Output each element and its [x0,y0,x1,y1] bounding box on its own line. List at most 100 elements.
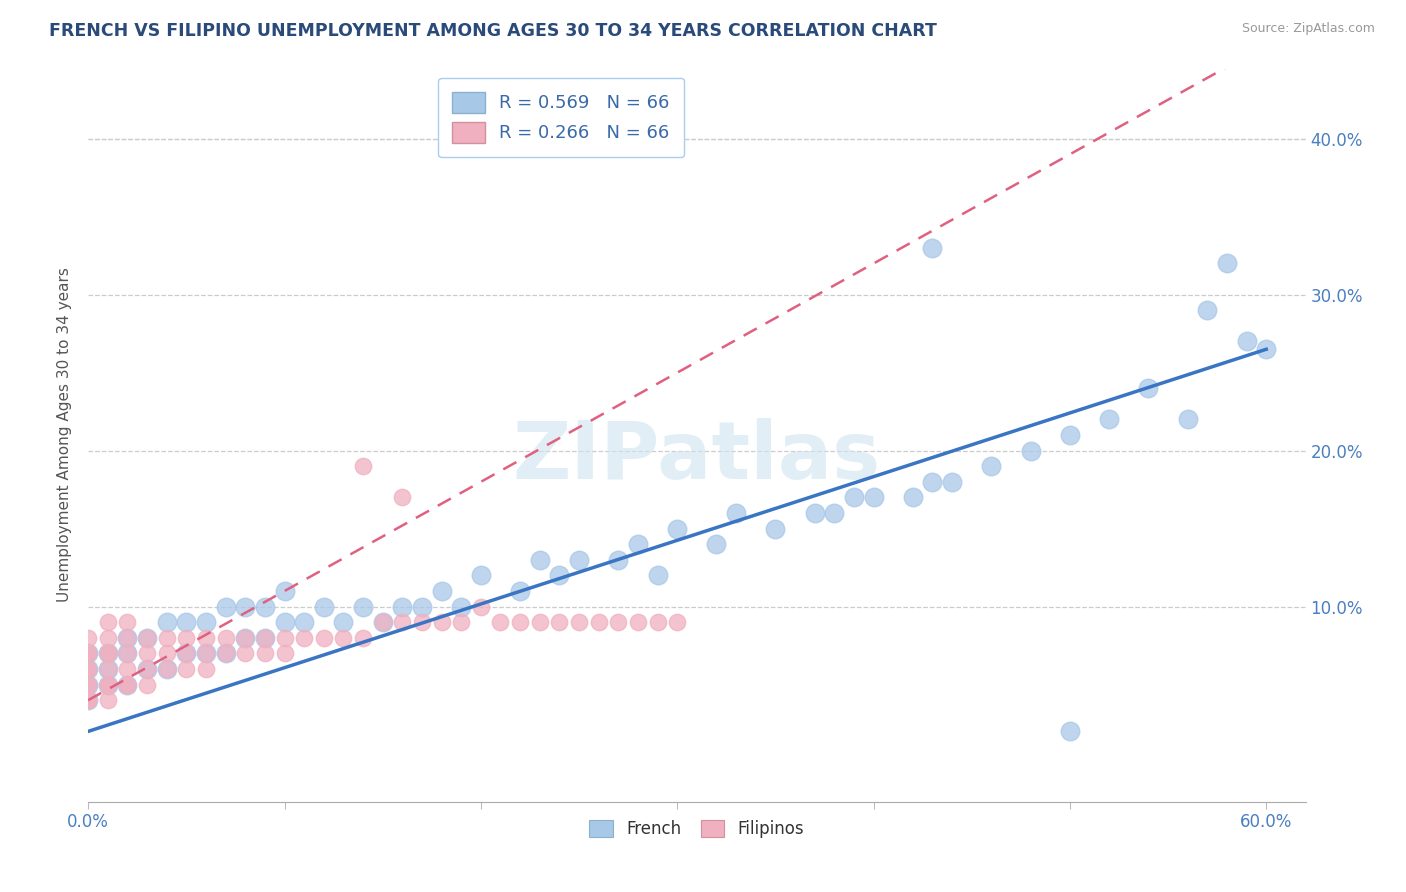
Point [411,599,433,614]
Point [292,615,315,630]
Point [921,241,943,255]
Point [176,647,198,661]
Point [194,631,217,645]
Point [1236,334,1258,349]
Point [371,615,394,630]
Point [194,647,217,661]
Point [430,615,453,630]
Point [156,662,179,676]
Point [117,677,139,691]
Point [470,599,492,614]
Point [117,647,139,661]
Point [253,631,276,645]
Point [97,677,120,691]
Point [77,647,100,661]
Point [233,631,256,645]
Point [273,631,295,645]
Point [97,677,120,691]
Point [862,491,884,505]
Point [1059,428,1081,442]
Point [253,631,276,645]
Point [312,599,335,614]
Point [117,647,139,661]
Point [77,677,100,691]
Point [214,599,236,614]
Point [156,647,179,661]
Point [430,584,453,599]
Point [77,677,100,691]
Point [548,615,571,630]
Point [97,615,120,630]
Point [77,647,100,661]
Point [548,568,571,582]
Point [77,662,100,676]
Point [273,615,295,630]
Point [312,631,335,645]
Point [214,631,236,645]
Point [332,615,354,630]
Point [194,615,217,630]
Point [568,553,591,567]
Legend: French, Filipinos: French, Filipinos [582,813,811,845]
Y-axis label: Unemployment Among Ages 30 to 34 years: Unemployment Among Ages 30 to 34 years [58,268,72,602]
Point [117,615,139,630]
Point [117,662,139,676]
Point [391,615,413,630]
Point [77,677,100,691]
Point [233,631,256,645]
Point [77,662,100,676]
Point [588,615,610,630]
Point [706,537,728,551]
Point [607,615,630,630]
Point [450,599,472,614]
Point [725,506,748,520]
Point [97,693,120,707]
Point [411,615,433,630]
Point [666,522,689,536]
Point [117,677,139,691]
Point [921,475,943,489]
Point [391,599,413,614]
Point [803,506,825,520]
Point [176,631,198,645]
Point [647,615,669,630]
Point [450,615,472,630]
Point [941,475,963,489]
Text: Source: ZipAtlas.com: Source: ZipAtlas.com [1241,22,1375,36]
Point [627,537,650,551]
Point [97,631,120,645]
Point [1197,303,1219,318]
Point [1059,724,1081,739]
Point [332,631,354,645]
Point [136,662,159,676]
Point [647,568,669,582]
Text: FRENCH VS FILIPINO UNEMPLOYMENT AMONG AGES 30 TO 34 YEARS CORRELATION CHART: FRENCH VS FILIPINO UNEMPLOYMENT AMONG AG… [49,22,936,40]
Point [136,631,159,645]
Point [980,459,1002,474]
Point [77,631,100,645]
Point [77,693,100,707]
Point [1256,343,1278,357]
Point [470,568,492,582]
Point [156,662,179,676]
Point [77,647,100,661]
Point [1177,412,1199,426]
Point [489,615,512,630]
Point [233,647,256,661]
Point [97,677,120,691]
Point [136,662,159,676]
Point [136,677,159,691]
Point [1019,443,1042,458]
Point [607,553,630,567]
Point [156,615,179,630]
Point [273,584,295,599]
Point [509,584,531,599]
Point [509,615,531,630]
Point [176,647,198,661]
Point [117,631,139,645]
Point [97,662,120,676]
Point [97,647,120,661]
Point [176,662,198,676]
Point [1098,412,1121,426]
Point [77,693,100,707]
